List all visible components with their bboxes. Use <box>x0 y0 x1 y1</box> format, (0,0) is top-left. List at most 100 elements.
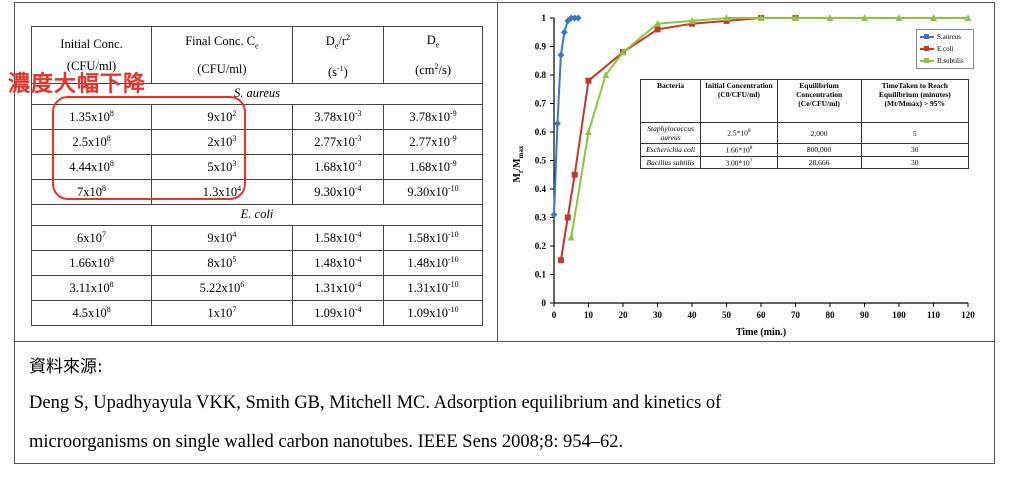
inset-time-cell: 30 <box>860 155 970 169</box>
de-cell: 2.77x10-9 <box>383 128 483 155</box>
y-axis-label: Mt/Mmax <box>512 145 525 182</box>
legend-item: S.aureus <box>917 31 973 42</box>
inset-initial-cell: 1.66*108 <box>700 143 778 157</box>
de-r2-cell: 1.31x10-4 <box>291 274 385 301</box>
figure-frame <box>14 2 995 464</box>
inset-initial-cell: 3.00*107 <box>700 155 778 169</box>
x-tick-label: 10 <box>584 310 594 320</box>
inset-row: Staphylococcus aureus 2.5*108 2,000 5 <box>639 122 970 144</box>
y-tick-label: 0.9 <box>535 42 547 52</box>
de-cell: 1.68x10-9 <box>383 153 483 180</box>
data-point <box>567 233 575 241</box>
table-row: 4.5x108 1x107 1.09x10-4 1.09x10-10 <box>30 299 483 326</box>
data-point <box>654 19 661 27</box>
y-tick-label: 0 <box>542 298 547 308</box>
inset-bacteria-cell: Bacillus subtilis <box>639 155 702 169</box>
x-tick-label: 100 <box>892 310 906 320</box>
data-point <box>619 48 627 56</box>
y-tick-label: 0.7 <box>535 99 547 109</box>
final-conc-cell: 5.22x106 <box>151 274 293 301</box>
annotation-label: 濃度大幅下降 <box>8 72 147 97</box>
legend-swatch <box>920 45 934 51</box>
de-r2-cell: 1.09x10-4 <box>291 299 385 326</box>
data-point <box>574 14 582 22</box>
de-r2-cell: 9.30x10-4 <box>291 178 385 205</box>
final-conc-cell: 1x107 <box>151 299 293 326</box>
header-de: De (cm2/s) <box>383 26 483 84</box>
citation-line-1: Deng S, Upadhyayula VKK, Smith GB, Mitch… <box>29 393 722 413</box>
inset-bacteria-cell: Escherichia coli <box>639 143 702 157</box>
data-point <box>602 71 610 78</box>
y-tick-label: 0.4 <box>535 184 547 194</box>
data-point <box>930 14 937 21</box>
inset-header-equilibrium: Equilibrium Concentration (Ce/CFU/ml) <box>776 79 862 123</box>
table-row: 6x107 9x104 1.58x10-4 1.58x10-10 <box>30 224 483 251</box>
inset-header-bacteria: Bacteria <box>639 79 702 123</box>
annotation-highlight-box <box>52 96 246 200</box>
inset-equilibrium-cell: 28,666 <box>776 155 862 169</box>
final-conc-cell: 9x102 <box>151 103 293 130</box>
y-tick-label: 0.1 <box>535 270 547 280</box>
x-tick-label: 20 <box>619 310 629 320</box>
legend-swatch <box>920 33 934 39</box>
citation-line-2: microorganisms on single walled carbon n… <box>29 432 624 452</box>
data-point <box>560 28 568 36</box>
table-row: 3.11x108 5.22x106 1.31x10-4 1.31x10-10 <box>30 274 483 301</box>
source-label: 資料來源: <box>29 357 103 377</box>
x-tick-label: 120 <box>961 310 975 320</box>
de-cell: 1.48x10-10 <box>383 249 483 276</box>
de-cell: 1.31x10-10 <box>383 274 483 301</box>
data-point <box>564 214 571 221</box>
inset-equilibrium-cell: 800,000 <box>776 143 862 157</box>
x-tick-label: 70 <box>791 310 801 320</box>
inset-bacteria-cell: Staphylococcus aureus <box>639 122 702 144</box>
x-tick-label: 110 <box>927 310 941 320</box>
de-r2-cell: 3.78x10-3 <box>291 103 385 130</box>
x-tick-label: 40 <box>688 310 698 320</box>
initial-conc-cell: 4.5x108 <box>30 299 153 326</box>
de-r2-cell: 1.68x10-3 <box>291 153 385 180</box>
legend-item: E.coli <box>917 43 973 54</box>
data-point <box>553 119 561 127</box>
y-tick-label: 0.3 <box>535 213 547 223</box>
x-tick-label: 30 <box>653 310 663 320</box>
header-final-conc: Final Conc. Ce (CFU/ml) <box>151 26 293 84</box>
inset-initial-cell: 2.5*108 <box>700 122 778 144</box>
data-point <box>585 77 592 84</box>
de-cell: 1.09x10-10 <box>383 299 483 326</box>
data-point <box>826 14 834 21</box>
legend-swatch <box>920 57 934 63</box>
y-tick-label: 0.5 <box>535 156 547 166</box>
vertical-divider <box>497 2 498 342</box>
data-point <box>861 14 868 21</box>
diffusion-table: Initial Conc. (CFU/ml) Final Conc. Ce (C… <box>30 26 483 326</box>
final-conc-cell: 9x104 <box>151 224 293 251</box>
y-tick-label: 0.6 <box>535 127 547 137</box>
inset-equilibrium-cell: 2,000 <box>776 122 862 144</box>
x-tick-label: 80 <box>826 310 836 320</box>
de-r2-cell: 2.77x10-3 <box>291 128 385 155</box>
inset-row: Bacillus subtilis 3.00*107 28,666 30 <box>639 155 970 169</box>
legend-item: B.subtilis <box>917 55 973 66</box>
data-point <box>964 14 972 21</box>
x-tick-label: 60 <box>757 310 767 320</box>
inset-row: Escherichia coli 1.66*108 800,000 30 <box>639 143 970 157</box>
x-tick-label: 0 <box>552 310 557 320</box>
legend-label: E.coli <box>937 44 954 53</box>
table-row: 1.66x108 8x105 1.48x10-4 1.48x10-10 <box>30 249 483 276</box>
header-de-r2: De/r2 (s-1) <box>291 26 385 84</box>
x-tick-label: 50 <box>722 310 732 320</box>
de-cell: 9.30x10-10 <box>383 178 483 205</box>
data-point <box>557 51 565 59</box>
section-header: E. coli <box>31 203 483 226</box>
adsorption-kinetics-chart: 00.10.20.30.40.50.60.70.80.910 10 20 30 40 50… <box>512 13 975 338</box>
x-axis-label: Time (min.) <box>736 327 786 338</box>
data-point <box>557 257 564 264</box>
initial-conc-cell: 1.66x108 <box>30 249 153 276</box>
final-conc-cell: 2x103 <box>151 128 293 155</box>
series-line-S.aureus <box>553 17 579 215</box>
y-tick-label: 1 <box>542 13 547 23</box>
legend-label: B.subtilis <box>937 56 964 65</box>
data-point <box>792 14 799 21</box>
de-cell: 3.78x10-9 <box>383 103 483 130</box>
